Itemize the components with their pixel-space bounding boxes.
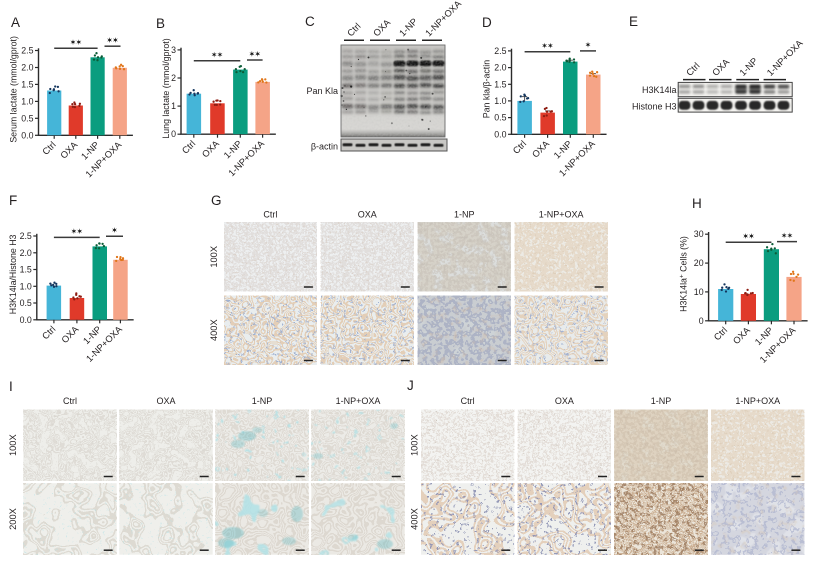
svg-text:B: B (156, 16, 165, 31)
svg-text:J: J (407, 378, 414, 393)
svg-text:2.0: 2.0 (20, 248, 32, 258)
svg-text:1-NP: 1-NP (252, 396, 273, 406)
svg-text:1-NP: 1-NP (651, 396, 672, 406)
svg-text:OXA: OXA (156, 396, 175, 406)
svg-text:G: G (211, 193, 222, 208)
svg-text:2.5: 2.5 (20, 231, 32, 241)
svg-text:OXA: OXA (358, 210, 377, 220)
svg-text:1-NP+OXA: 1-NP+OXA (539, 210, 584, 220)
svg-text:Lung lactate (mmol/gprot): Lung lactate (mmol/gprot) (161, 38, 171, 138)
svg-text:OXA: OXA (555, 396, 574, 406)
svg-text:1.0: 1.0 (21, 96, 33, 106)
svg-text:β-actin: β-actin (311, 142, 338, 152)
svg-text:0.0: 0.0 (20, 315, 32, 325)
svg-text:Ctrl: Ctrl (461, 396, 475, 406)
svg-text:100X: 100X (209, 246, 219, 268)
svg-text:1.0: 1.0 (20, 281, 32, 291)
svg-text:A: A (11, 15, 20, 30)
svg-text:I: I (9, 379, 13, 394)
svg-text:100X: 100X (8, 434, 18, 456)
svg-text:C: C (305, 14, 315, 29)
svg-text:H3K14la: H3K14la (642, 85, 677, 95)
svg-text:0: 0 (699, 316, 704, 326)
svg-text:0.5: 0.5 (494, 113, 506, 123)
svg-text:0.0: 0.0 (494, 129, 506, 139)
svg-text:0: 0 (171, 129, 176, 139)
svg-text:30: 30 (694, 229, 704, 239)
svg-text:H3K14la/Histone H3: H3K14la/Histone H3 (8, 234, 18, 314)
svg-text:2: 2 (171, 73, 176, 83)
svg-text:D: D (482, 15, 492, 30)
svg-text:1-NP: 1-NP (454, 210, 475, 220)
svg-text:H3K14la+ Cells (%): H3K14la+ Cells (%) (679, 236, 689, 312)
svg-text:2.5: 2.5 (494, 46, 506, 56)
svg-text:E: E (629, 14, 638, 29)
svg-text:3: 3 (171, 45, 176, 55)
svg-text:Ctrl: Ctrl (263, 210, 277, 220)
svg-text:Pan Kla: Pan Kla (306, 86, 338, 96)
svg-text:Histone H3: Histone H3 (632, 102, 677, 112)
svg-text:0.5: 0.5 (20, 298, 32, 308)
svg-text:0.5: 0.5 (21, 113, 33, 123)
svg-text:1-NP+OXA: 1-NP+OXA (336, 396, 381, 406)
svg-text:1.5: 1.5 (494, 79, 506, 89)
svg-text:F: F (9, 193, 17, 208)
svg-text:Pan kla/β-actin: Pan kla/β-actin (482, 60, 492, 118)
svg-text:400X: 400X (209, 319, 219, 341)
svg-text:2.0: 2.0 (494, 63, 506, 73)
svg-text:H: H (692, 196, 702, 211)
svg-text:400X: 400X (410, 508, 420, 530)
svg-text:1.5: 1.5 (20, 265, 32, 275)
svg-text:1.0: 1.0 (494, 96, 506, 106)
svg-text:10: 10 (694, 287, 704, 297)
svg-text:1-NP+OXA: 1-NP+OXA (735, 396, 780, 406)
svg-text:200X: 200X (8, 508, 18, 530)
svg-text:1: 1 (171, 101, 176, 111)
svg-text:20: 20 (694, 258, 704, 268)
svg-text:100X: 100X (410, 434, 420, 456)
svg-text:0.0: 0.0 (21, 130, 33, 140)
svg-text:2.0: 2.0 (21, 63, 33, 73)
svg-text:2.5: 2.5 (21, 46, 33, 56)
svg-text:1.5: 1.5 (21, 79, 33, 89)
svg-text:Serum lactate (mmol/gprot): Serum lactate (mmol/gprot) (9, 36, 19, 143)
svg-text:Ctrl: Ctrl (63, 396, 77, 406)
